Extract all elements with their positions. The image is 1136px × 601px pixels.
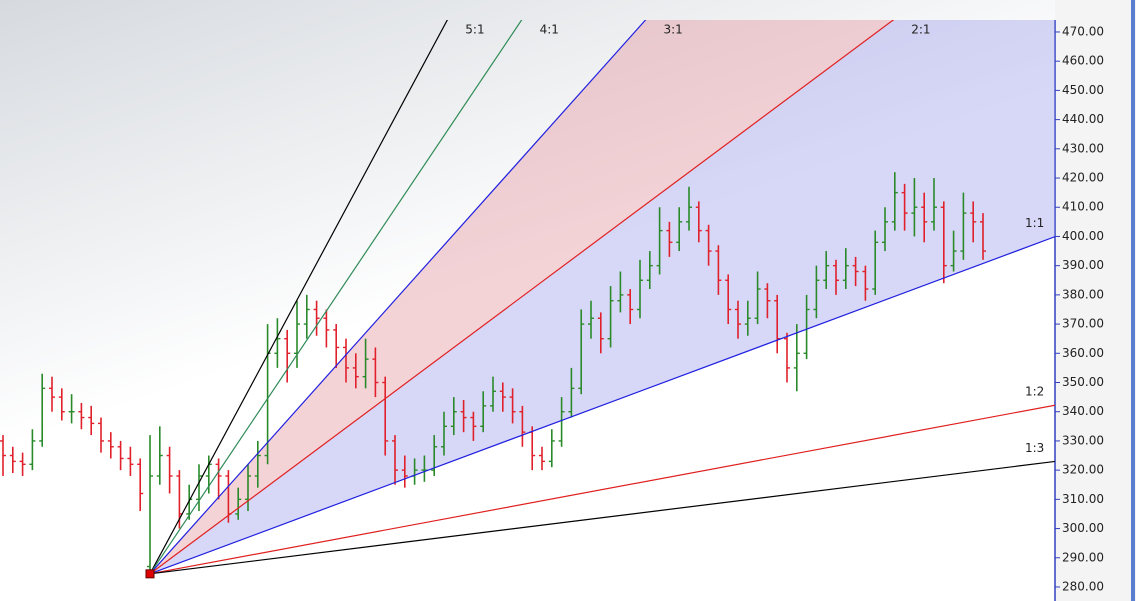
y-tick-label: 370.00 [1062, 317, 1104, 331]
y-tick-label: 430.00 [1062, 141, 1104, 155]
fan-fill [150, 20, 1055, 574]
axis-panel [1055, 0, 1136, 601]
y-tick-label: 400.00 [1062, 229, 1104, 243]
y-tick-label: 310.00 [1062, 492, 1104, 506]
y-tick-label: 450.00 [1062, 83, 1104, 97]
fan-line [149, 236, 1055, 575]
y-tick-label: 320.00 [1062, 463, 1104, 477]
fan-line [149, 460, 1055, 575]
plot-background [0, 0, 1055, 601]
y-tick-label: 350.00 [1062, 375, 1104, 389]
fan-label: 3:1 [663, 23, 682, 37]
y-tick-label: 340.00 [1062, 404, 1104, 418]
fan-line [149, 20, 448, 575]
fan-line [149, 404, 1055, 575]
fan-label: 2:1 [911, 23, 930, 37]
y-tick-label: 420.00 [1062, 171, 1104, 185]
fan-label: 1:3 [1025, 441, 1044, 455]
fan-label: 5:1 [465, 23, 484, 37]
y-tick-label: 470.00 [1062, 24, 1104, 38]
fan-line [149, 20, 523, 575]
plot [0, 20, 1055, 575]
y-tick-label: 330.00 [1062, 433, 1104, 447]
overlay: 280.00 290.00 300.00 310.00 320.00 330.00 340.… [145, 23, 1104, 593]
y-tick-label: 360.00 [1062, 346, 1104, 360]
y-tick-label: 440.00 [1062, 112, 1104, 126]
fan-label: 1:1 [1025, 216, 1044, 230]
y-tick-label: 460.00 [1062, 54, 1104, 68]
fan-line [149, 20, 895, 575]
y-tick-label: 390.00 [1062, 258, 1104, 272]
fan-origin [145, 569, 155, 579]
y-tick-label: 290.00 [1062, 550, 1104, 564]
fan-label: 4:1 [540, 23, 559, 37]
fan-label: 1:2 [1025, 385, 1044, 399]
y-tick-label: 300.00 [1062, 521, 1104, 535]
fan-line [149, 20, 647, 575]
y-tick-label: 410.00 [1062, 200, 1104, 214]
y-tick-label: 280.00 [1062, 579, 1104, 593]
y-tick-label: 380.00 [1062, 287, 1104, 301]
